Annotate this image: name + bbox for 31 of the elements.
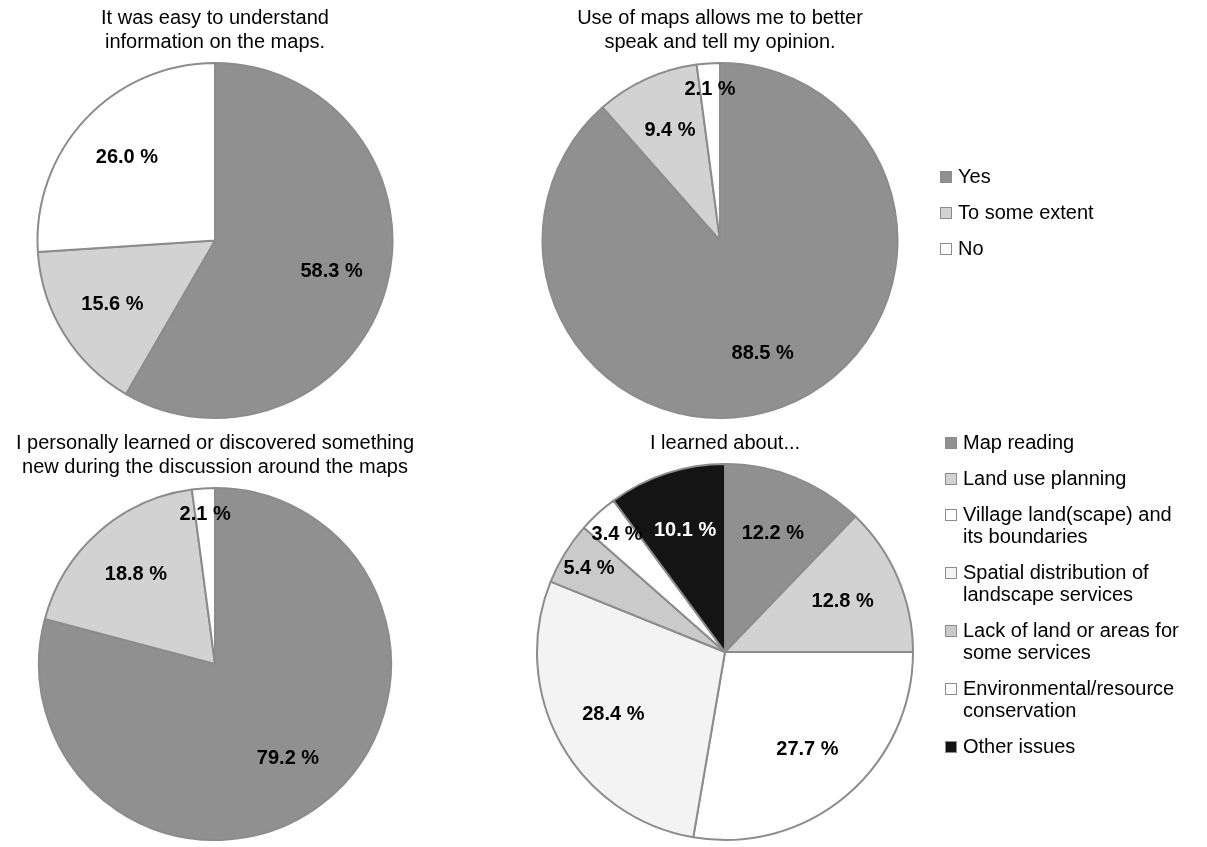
data-label: 88.5 % — [731, 340, 795, 363]
text: Use of maps allows me to better — [577, 5, 863, 28]
legend-label: Yes — [958, 165, 991, 187]
data-label: 5.4 % — [563, 555, 615, 578]
data-label: 28.4 % — [582, 701, 645, 724]
legend-label: To some extent — [958, 201, 1094, 223]
legend-label: Environmental/resource conservation — [963, 677, 1176, 721]
data-label: 9.4 % — [644, 118, 696, 141]
data-label: 15.6 % — [81, 291, 144, 314]
chart-title: I learned about... — [649, 430, 801, 453]
text: It was easy to understand — [101, 5, 329, 28]
data-label: 79.2 % — [256, 746, 320, 769]
data-label: 10.1 % — [653, 518, 717, 541]
text: speak and tell my opinion. — [604, 29, 836, 52]
data-label: 58.3 % — [300, 259, 363, 282]
legend-label: Lack of land or areas for some services — [963, 619, 1180, 663]
text: new during the discussion around the maps — [22, 454, 408, 477]
legend-label: Land use planning — [963, 467, 1127, 489]
legend-label: Village land(scape) and its boundaries — [963, 503, 1173, 547]
data-label: 3.4 % — [591, 521, 643, 544]
legend-label: Spatial distribution of landscape services — [963, 561, 1150, 605]
data-label: 26.0 % — [95, 145, 159, 168]
legend-label: Other issues — [963, 735, 1076, 757]
data-label: 27.7 % — [776, 737, 839, 760]
legend-label: No — [958, 237, 984, 259]
text: information on the maps. — [104, 29, 326, 52]
text: I personally learned or discovered something — [16, 430, 414, 453]
data-label: 12.2 % — [741, 520, 805, 543]
data-label: 12.8 % — [811, 589, 874, 612]
legend-label: Map reading — [963, 431, 1075, 453]
data-label: 18.8 % — [104, 561, 168, 584]
